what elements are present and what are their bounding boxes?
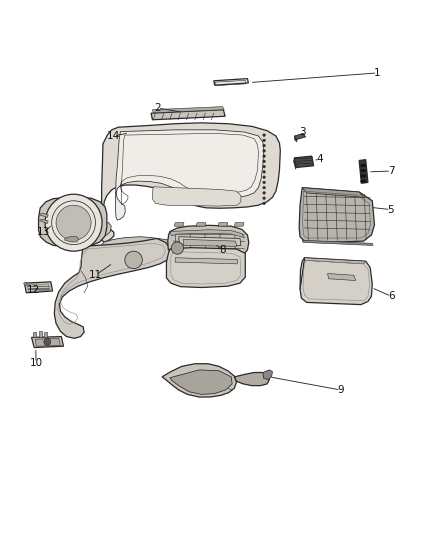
Polygon shape [218,223,228,226]
Text: 3: 3 [299,127,306,136]
Polygon shape [304,258,366,264]
Text: 9: 9 [337,385,344,395]
Circle shape [263,197,265,199]
Polygon shape [294,133,306,140]
Circle shape [263,176,265,179]
Polygon shape [361,180,365,182]
Polygon shape [33,332,36,336]
Polygon shape [39,213,48,217]
Text: 13: 13 [37,228,50,237]
Polygon shape [300,258,372,304]
Polygon shape [39,197,107,246]
Polygon shape [44,332,47,336]
Polygon shape [168,225,249,260]
Polygon shape [183,239,237,246]
Text: 7: 7 [388,166,395,176]
Polygon shape [299,188,374,243]
Polygon shape [166,248,245,287]
Polygon shape [116,130,264,220]
Polygon shape [294,156,314,167]
Polygon shape [361,174,365,177]
Polygon shape [359,159,368,183]
Circle shape [263,150,265,152]
Text: 5: 5 [387,205,394,215]
Circle shape [125,251,142,269]
Polygon shape [302,240,373,246]
Polygon shape [196,223,206,226]
Circle shape [263,202,265,205]
Circle shape [56,205,91,240]
Polygon shape [293,158,296,169]
Polygon shape [214,78,248,85]
Text: 1: 1 [374,68,381,78]
Polygon shape [35,338,60,346]
Text: 8: 8 [219,245,226,255]
Text: 12: 12 [27,285,40,295]
Polygon shape [32,336,64,348]
Circle shape [263,181,265,184]
Polygon shape [65,237,79,242]
Circle shape [263,155,265,157]
Polygon shape [39,219,48,223]
Polygon shape [234,223,244,226]
Polygon shape [179,237,241,246]
Polygon shape [98,223,111,236]
Circle shape [263,134,265,136]
Polygon shape [328,273,356,280]
Polygon shape [100,123,280,242]
Circle shape [263,160,265,163]
Text: 2: 2 [154,103,161,113]
Circle shape [263,144,265,147]
Text: 14: 14 [107,131,120,141]
Circle shape [263,139,265,142]
Polygon shape [234,373,269,386]
Circle shape [44,338,51,345]
Polygon shape [152,107,224,113]
Text: 10: 10 [29,358,42,368]
Polygon shape [54,238,171,338]
Circle shape [263,171,265,173]
Polygon shape [102,237,180,254]
Circle shape [45,194,102,251]
Polygon shape [170,370,232,394]
Polygon shape [361,164,365,167]
Circle shape [263,165,265,168]
Text: 11: 11 [89,270,102,280]
Polygon shape [39,332,42,336]
Polygon shape [294,136,297,142]
Circle shape [171,242,184,254]
Polygon shape [152,187,241,206]
Circle shape [263,187,265,189]
Polygon shape [162,364,237,397]
Polygon shape [25,282,53,293]
Polygon shape [300,258,304,289]
Polygon shape [24,282,27,286]
Polygon shape [361,169,365,172]
Polygon shape [170,230,244,238]
Polygon shape [175,258,237,264]
Polygon shape [151,110,225,120]
Polygon shape [263,370,272,379]
Polygon shape [174,223,184,226]
Circle shape [263,191,265,194]
Text: 4: 4 [316,154,323,164]
Polygon shape [302,188,364,197]
Text: 6: 6 [388,291,395,301]
